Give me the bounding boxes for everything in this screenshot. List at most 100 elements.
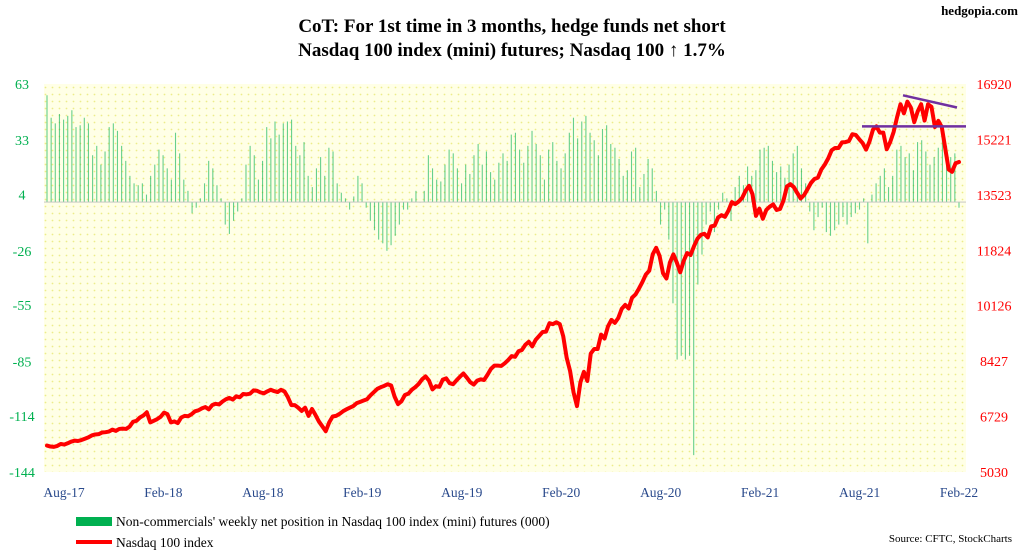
bar — [668, 202, 670, 240]
bar — [191, 202, 193, 214]
right-tick-label: 5030 — [980, 466, 1008, 481]
bar — [407, 202, 409, 210]
bar — [179, 153, 181, 203]
bar — [838, 202, 840, 225]
bar — [228, 202, 230, 234]
bar — [589, 132, 591, 203]
right-tick-label: 11824 — [977, 244, 1011, 259]
bar — [324, 175, 326, 203]
bar — [71, 110, 73, 203]
bar — [821, 202, 823, 208]
bar — [614, 147, 616, 203]
bar — [693, 202, 695, 456]
bar — [626, 170, 628, 203]
bar — [344, 198, 347, 203]
x-axis: Aug-17 Feb-18 Aug-18 Feb-19 Aug-19 Feb-20 Aug-… — [43, 485, 978, 500]
bar — [796, 145, 798, 203]
bar — [452, 153, 454, 203]
bar — [183, 179, 185, 203]
bar — [606, 125, 608, 203]
legend-bar-label: Non-commercials' weekly net position in … — [116, 514, 550, 529]
bar — [187, 190, 189, 203]
site-watermark: hedgopia.com — [941, 3, 1018, 18]
bar — [170, 179, 172, 203]
bar — [411, 198, 413, 203]
bar — [485, 151, 487, 203]
plot-area — [44, 84, 966, 472]
line-series — [45, 99, 961, 449]
bar — [946, 145, 948, 203]
bar — [527, 145, 529, 203]
bar — [908, 153, 910, 203]
bar — [842, 202, 844, 218]
bar — [597, 155, 599, 203]
x-tick-label: Feb-22 — [940, 485, 978, 500]
bar — [58, 113, 60, 203]
bar — [50, 117, 52, 203]
bar — [647, 158, 649, 203]
bar — [535, 143, 537, 203]
bar — [440, 181, 442, 203]
bar — [635, 147, 637, 203]
nasdaq-100-line — [45, 99, 961, 449]
bar — [759, 149, 761, 203]
bar — [386, 202, 388, 251]
bar — [203, 183, 206, 203]
right-tick-label: 6729 — [980, 411, 1008, 426]
bar — [166, 168, 168, 203]
bar — [817, 202, 819, 218]
bar — [465, 164, 467, 203]
x-tick-label: Feb-18 — [144, 485, 182, 500]
bar — [767, 145, 769, 203]
bar — [548, 149, 550, 203]
bar — [867, 202, 869, 244]
bar — [630, 151, 633, 203]
bar — [610, 143, 612, 203]
bar — [96, 145, 98, 203]
bar — [116, 130, 119, 203]
bar — [307, 175, 309, 203]
bar — [373, 202, 376, 231]
bar — [875, 183, 877, 203]
bar — [883, 168, 885, 203]
bar — [871, 194, 873, 203]
bar — [846, 202, 848, 225]
bar — [713, 202, 715, 233]
bar — [490, 172, 492, 203]
source-note: Source: CFTC, StockCharts — [889, 533, 1012, 545]
bar — [162, 155, 164, 203]
bar — [108, 127, 110, 203]
bar — [199, 198, 201, 203]
right-tick-label: 10126 — [977, 300, 1012, 315]
bar — [390, 202, 392, 246]
bar — [659, 202, 662, 225]
bar — [941, 138, 943, 203]
chart-title-line1: CoT: For 1st time in 3 months, hedge fun… — [298, 16, 726, 37]
bar — [900, 145, 902, 203]
bar — [622, 175, 624, 203]
bar — [154, 164, 156, 203]
bar — [278, 134, 280, 203]
left-tick-label: -26 — [13, 245, 32, 260]
right-tick-label: 16920 — [977, 78, 1012, 93]
right-tick-label: 8427 — [980, 355, 1008, 370]
bar — [361, 183, 363, 203]
bar — [572, 117, 575, 203]
left-tick-label: -114 — [9, 410, 34, 425]
bar — [282, 123, 284, 203]
bar — [664, 202, 666, 210]
bar — [738, 175, 740, 203]
bar — [295, 145, 297, 203]
bar — [577, 138, 579, 203]
bar — [266, 127, 268, 203]
bar — [332, 151, 334, 203]
bar — [241, 198, 243, 203]
bar — [415, 190, 417, 203]
bar — [299, 155, 301, 203]
right-tick-label: 15221 — [977, 133, 1012, 148]
bar — [427, 155, 429, 203]
bar — [291, 119, 293, 203]
bar — [216, 185, 218, 203]
bar — [502, 153, 504, 203]
x-tick-label: Aug-19 — [441, 485, 482, 500]
